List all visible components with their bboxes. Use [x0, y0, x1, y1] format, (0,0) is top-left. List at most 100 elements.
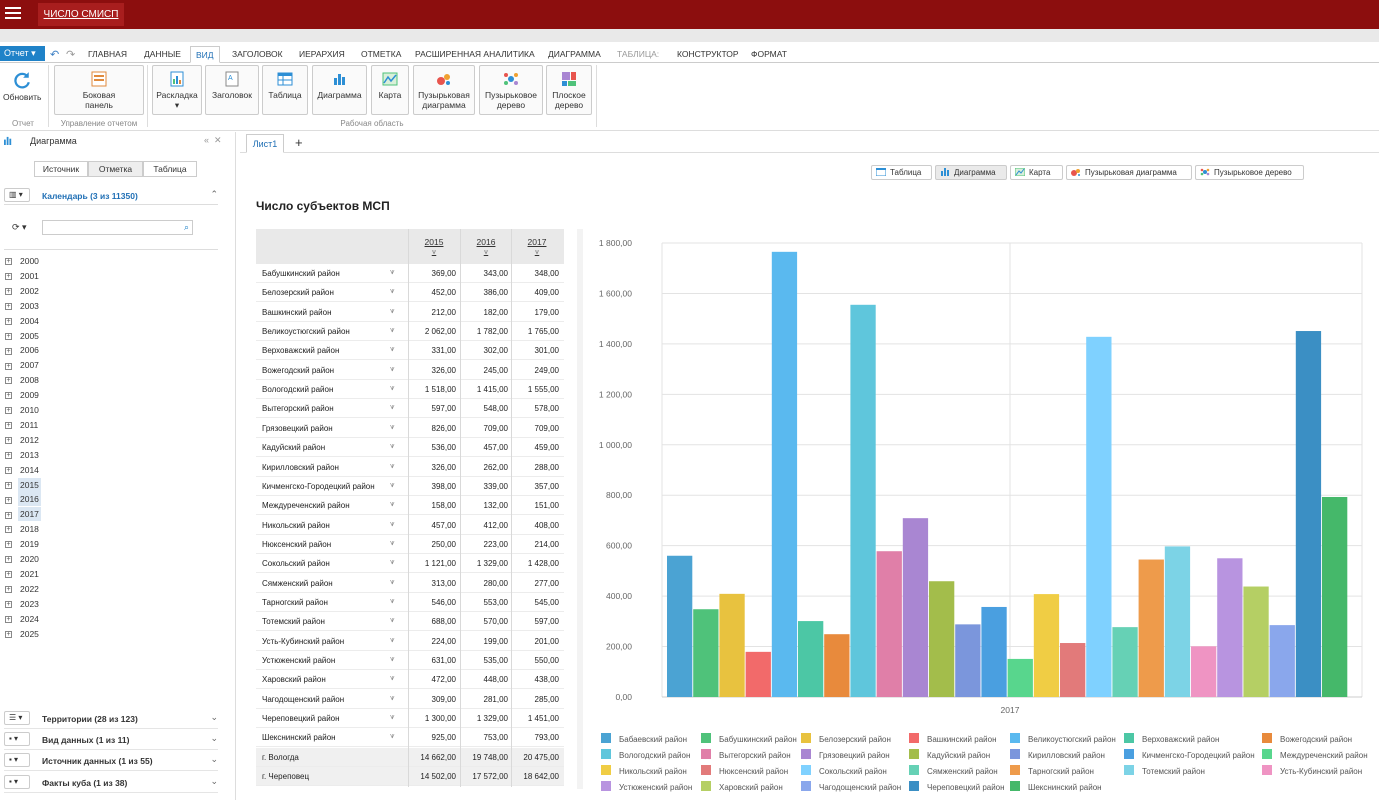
- table-row[interactable]: Никольский район ⩛ 457,00 412,00 408,00: [256, 516, 564, 535]
- ribbon-tab-4[interactable]: ИЕРАРХИЯ: [299, 49, 345, 59]
- filter-icon[interactable]: ⩛: [390, 421, 395, 431]
- year-item[interactable]: +2000: [5, 254, 41, 268]
- table-row[interactable]: Сокольский район ⩛ 1 121,00 1 329,00 1 428,0…: [256, 554, 564, 574]
- table-row[interactable]: Вологодский район ⩛ 1 518,00 1 415,00 1 555,…: [256, 380, 564, 400]
- table-row[interactable]: Верховажский район ⩛ 331,00 302,00 301,00: [256, 341, 564, 361]
- filter-icon[interactable]: ⩛: [390, 537, 395, 547]
- sidebar-button[interactable]: Боковая панель: [54, 65, 144, 115]
- expand-icon[interactable]: +: [5, 496, 12, 504]
- ribbon-tab-0[interactable]: ГЛАВНАЯ: [88, 49, 127, 59]
- filter-icon[interactable]: ⩛: [390, 615, 395, 625]
- ribbon-tab-10[interactable]: ФОРМАТ: [751, 49, 787, 59]
- expand-icon[interactable]: +: [5, 586, 12, 594]
- redo-icon[interactable]: ↷: [66, 49, 76, 61]
- grid-year-header[interactable]: 2016 ⩛: [461, 237, 511, 257]
- year-item[interactable]: +2020: [5, 552, 41, 566]
- year-item[interactable]: +2014: [5, 463, 41, 477]
- filter-icon[interactable]: ⩛: [534, 247, 540, 256]
- filter-icon[interactable]: ⩛: [390, 383, 395, 393]
- view-map-button[interactable]: Карта: [1010, 165, 1063, 180]
- filter-icon[interactable]: ⩛: [390, 518, 395, 528]
- expand-icon[interactable]: +: [5, 332, 12, 340]
- filter-icon[interactable]: ⩛: [390, 344, 395, 354]
- bubble-tree-button[interactable]: Пузырьковое дерево: [479, 65, 543, 115]
- table-row[interactable]: Вожегодский район ⩛ 326,00 245,00 249,00: [256, 361, 564, 380]
- table-row[interactable]: Усть-Кубинский район ⩛ 224,00 199,00 201,00: [256, 632, 564, 651]
- table-row[interactable]: Череповецкий район ⩛ 1 300,00 1 329,00 1 451…: [256, 709, 564, 729]
- expand-icon[interactable]: +: [5, 362, 12, 370]
- expand-icon[interactable]: +: [5, 288, 12, 296]
- year-item[interactable]: +2017: [5, 507, 41, 522]
- filter-icon[interactable]: ⩛: [390, 267, 395, 276]
- table-row[interactable]: Великоустюгский район ⩛ 2 062,00 1 782,00 1 …: [256, 322, 564, 342]
- dimension-row[interactable]: ☰ ▾ Территории (28 из 123) ⌄: [4, 711, 218, 729]
- year-item[interactable]: +2016: [5, 492, 41, 507]
- ribbon-tab-2[interactable]: ВИД: [190, 46, 220, 63]
- year-item[interactable]: +2009: [5, 388, 41, 402]
- expand-icon[interactable]: +: [5, 302, 12, 310]
- expand-icon[interactable]: +: [5, 422, 12, 430]
- table-row[interactable]: Тарногский район ⩛ 546,00 553,00 545,00: [256, 593, 564, 612]
- year-item[interactable]: +2005: [5, 329, 41, 343]
- filter-icon[interactable]: ⩛: [390, 402, 395, 412]
- table-row[interactable]: Кирилловский район ⩛ 326,00 262,00 288,00: [256, 458, 564, 477]
- chevron-down-icon[interactable]: ⌄: [210, 712, 218, 722]
- expand-icon[interactable]: +: [5, 437, 12, 445]
- expand-icon[interactable]: +: [5, 258, 12, 266]
- sheet-tab-1[interactable]: Лист1: [246, 134, 284, 153]
- expand-icon[interactable]: +: [5, 600, 12, 608]
- table-row[interactable]: Нюксенский район ⩛ 250,00 223,00 214,00: [256, 535, 564, 554]
- expand-icon[interactable]: +: [5, 541, 12, 549]
- year-item[interactable]: +2006: [5, 343, 41, 357]
- filter-icon[interactable]: ⩛: [390, 441, 395, 451]
- filter-icon[interactable]: ⩛: [390, 673, 395, 683]
- year-item[interactable]: +2004: [5, 314, 41, 328]
- bubble-chart-button[interactable]: Пузырьковая диаграмма: [413, 65, 475, 115]
- ribbon-tab-3[interactable]: ЗАГОЛОВОК: [232, 49, 283, 59]
- year-item[interactable]: +2019: [5, 537, 41, 551]
- year-item[interactable]: +2001: [5, 269, 41, 283]
- chart-button[interactable]: Диаграмма: [312, 65, 367, 115]
- table-row[interactable]: Бабушкинский район ⩛ 369,00 343,00 348,00: [256, 264, 564, 283]
- dimension-view-button[interactable]: ▪ ▾: [4, 753, 30, 767]
- filter-icon[interactable]: ⩛: [390, 692, 395, 702]
- expand-icon[interactable]: +: [5, 526, 12, 534]
- year-item[interactable]: +2021: [5, 567, 41, 581]
- dimension-row[interactable]: ▪ ▾ Вид данных (1 из 11) ⌄: [4, 732, 218, 750]
- dimension-row[interactable]: ▪ ▾ Источник данных (1 из 55) ⌄: [4, 753, 218, 771]
- subtab-mark[interactable]: Отметка: [88, 161, 143, 177]
- filter-icon[interactable]: ⩛: [390, 460, 395, 470]
- ribbon-tab-9[interactable]: КОНСТРУКТОР: [677, 49, 739, 59]
- expand-icon[interactable]: +: [5, 511, 12, 519]
- filter-icon[interactable]: ⩛: [390, 634, 395, 644]
- expand-icon[interactable]: +: [5, 481, 12, 489]
- filter-icon[interactable]: ⩛: [390, 731, 395, 741]
- filter-icon[interactable]: ⩛: [390, 363, 395, 373]
- table-row[interactable]: Междуреченский район ⩛ 158,00 132,00 151,00: [256, 496, 564, 516]
- table-row[interactable]: Белозерский район ⩛ 452,00 386,00 409,00: [256, 283, 564, 303]
- dimension-view-button[interactable]: ☰ ▾: [4, 711, 30, 725]
- dimension-view-button[interactable]: ▪ ▾: [4, 732, 30, 746]
- year-item[interactable]: +2023: [5, 597, 41, 611]
- year-item[interactable]: +2022: [5, 582, 41, 596]
- dimension-view-button[interactable]: ▥ ▾: [4, 188, 30, 202]
- filter-icon[interactable]: ⩛: [390, 479, 395, 489]
- year-item[interactable]: +2012: [5, 433, 41, 447]
- ribbon-tab-6[interactable]: РАСШИРЕННАЯ АНАЛИТИКА: [415, 49, 535, 59]
- expand-icon[interactable]: +: [5, 571, 12, 579]
- ribbon-tab-1[interactable]: ДАННЫЕ: [144, 49, 181, 59]
- chevron-down-icon[interactable]: ⌄: [210, 733, 218, 743]
- collapse-icon[interactable]: «: [204, 135, 210, 145]
- expand-icon[interactable]: +: [5, 273, 12, 281]
- expand-icon[interactable]: +: [5, 451, 12, 459]
- refresh-button[interactable]: Обновить: [2, 65, 42, 115]
- view-table-button[interactable]: Таблица: [871, 165, 932, 180]
- expand-icon[interactable]: +: [5, 615, 12, 623]
- grid-scrollbar[interactable]: [577, 229, 583, 789]
- ribbon-tab-7[interactable]: ДИАГРАММА: [548, 49, 601, 59]
- expand-icon[interactable]: +: [5, 466, 12, 474]
- add-sheet-button[interactable]: +: [295, 135, 303, 150]
- table-row[interactable]: Грязовецкий район ⩛ 826,00 709,00 709,00: [256, 419, 564, 438]
- year-item[interactable]: +2007: [5, 358, 41, 372]
- table-row[interactable]: г. Вологда 14 662,00 19 748,00 20 475,00: [256, 747, 564, 767]
